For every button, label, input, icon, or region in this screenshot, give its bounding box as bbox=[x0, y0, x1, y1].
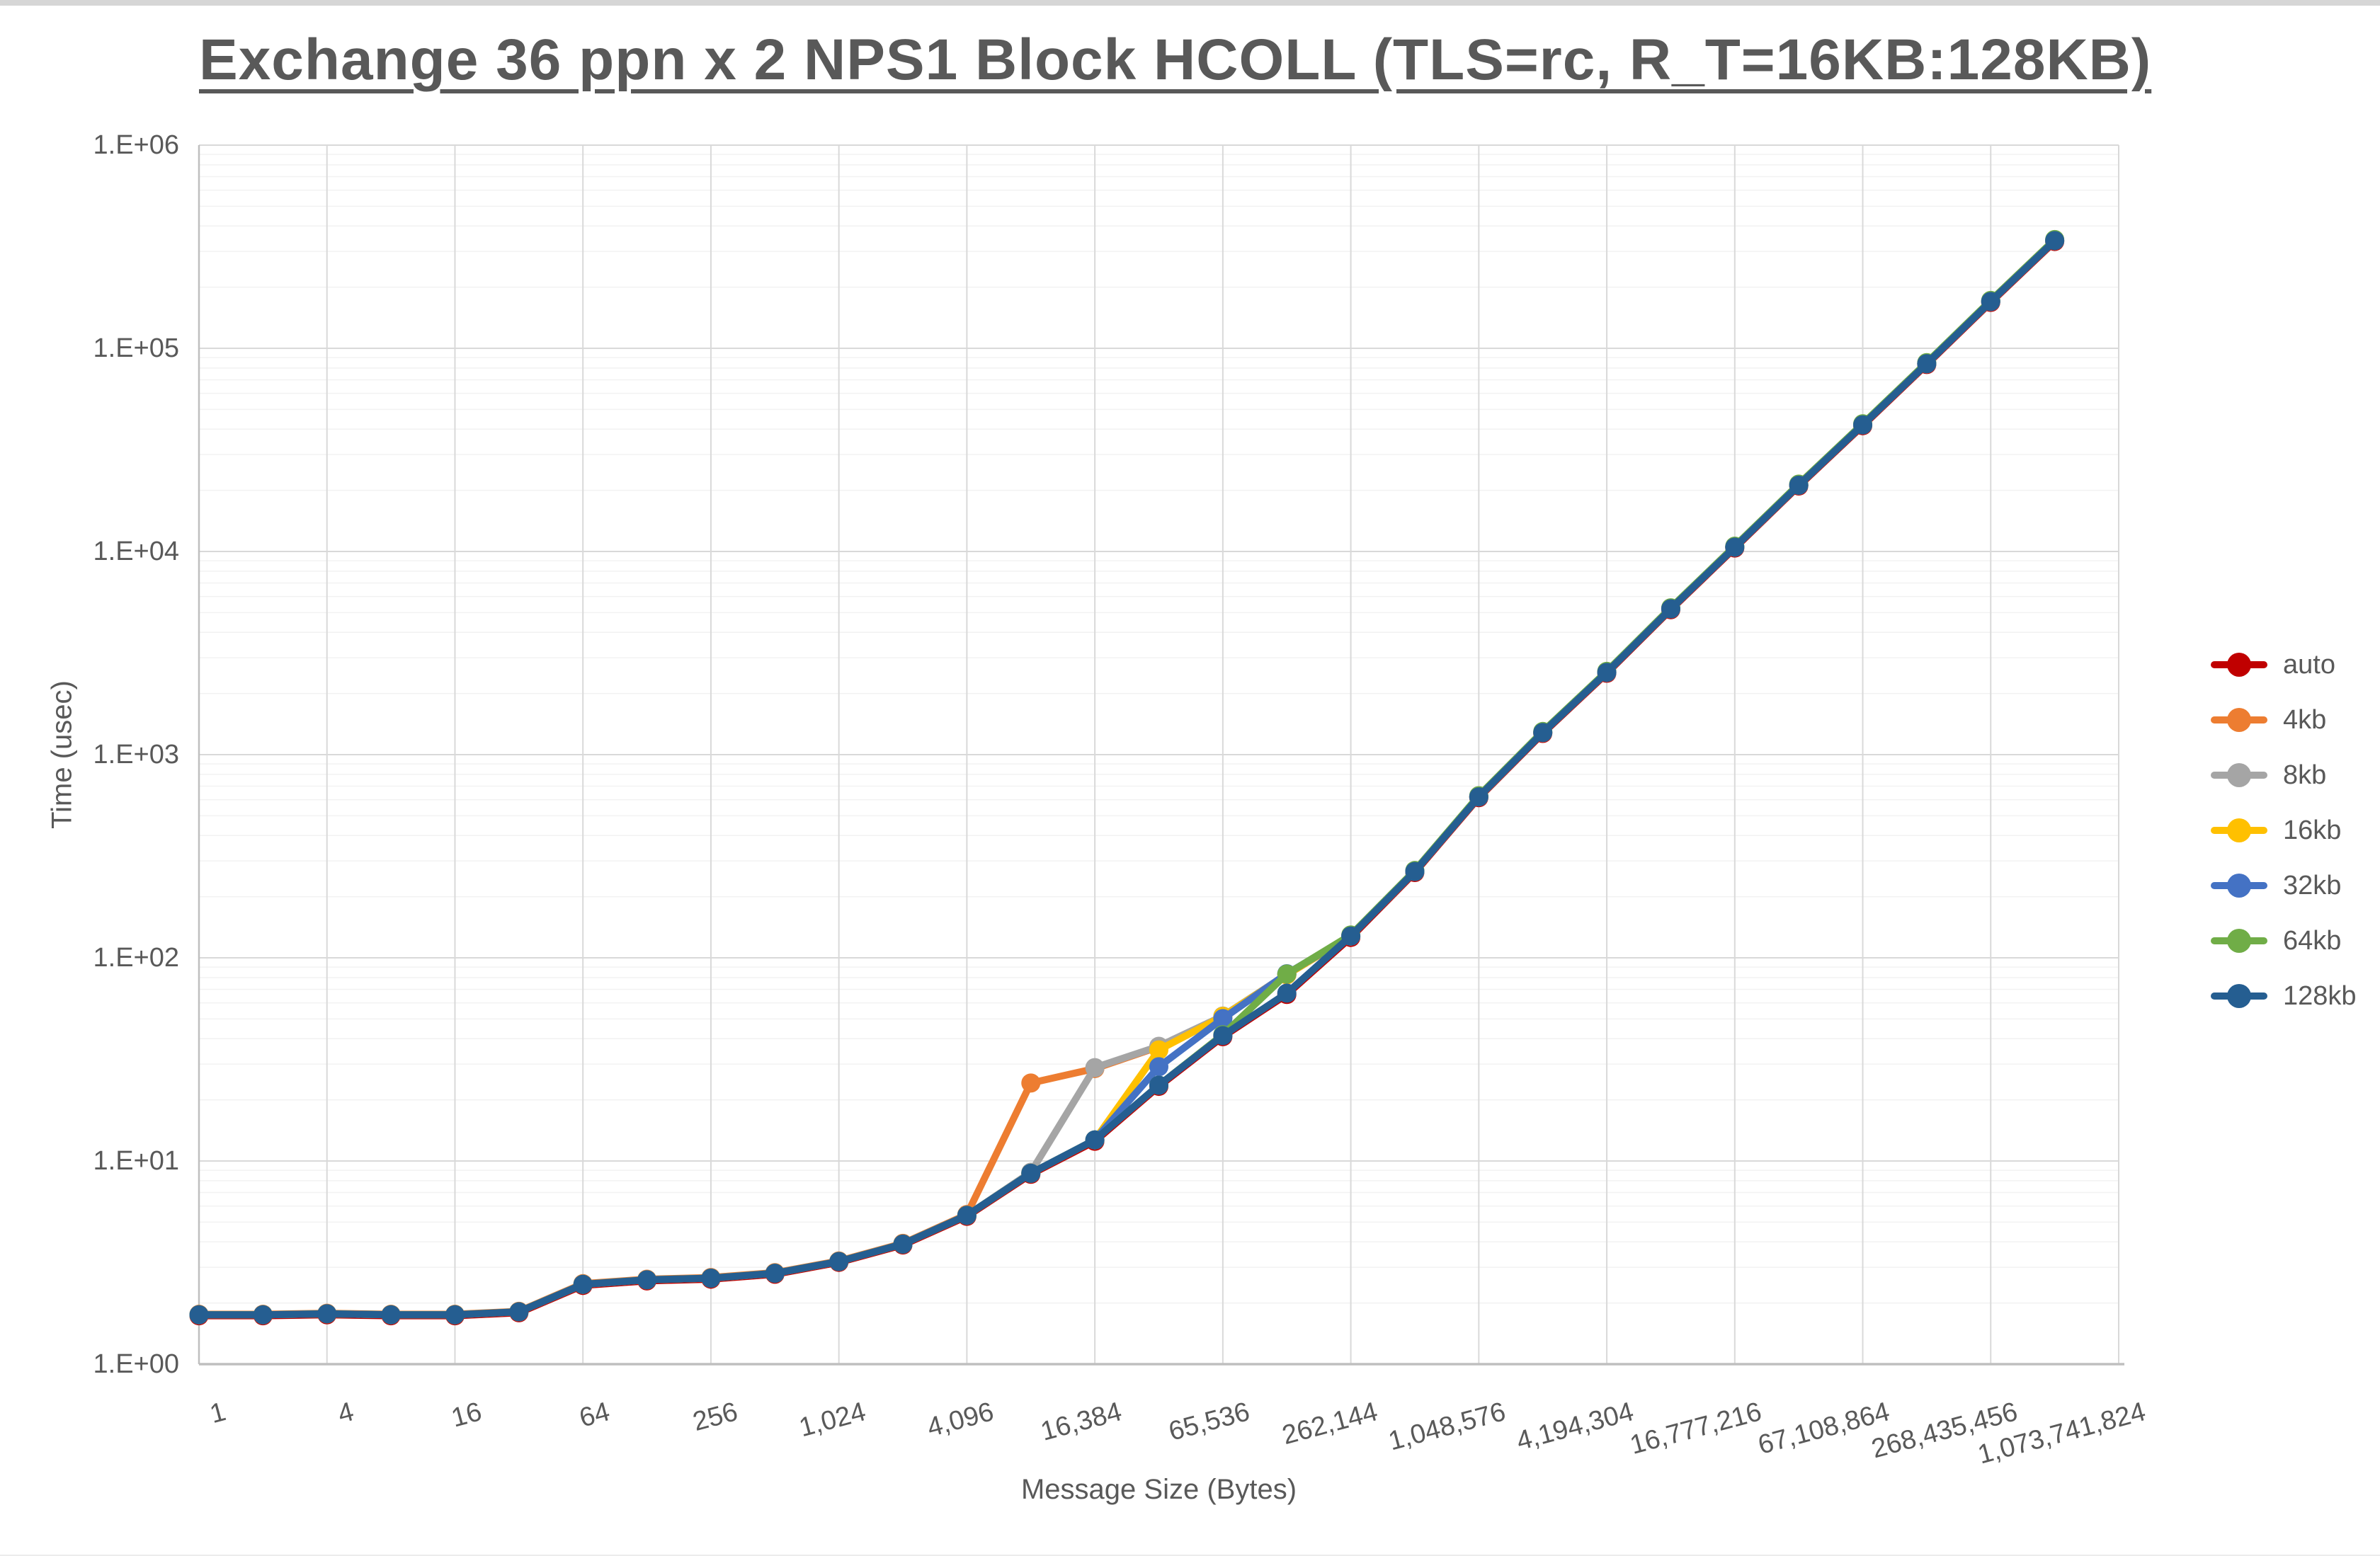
data-point-128kb bbox=[317, 1304, 337, 1324]
y-tick-label: 1.E+01 bbox=[93, 1146, 180, 1176]
data-point-128kb bbox=[1533, 723, 1553, 743]
data-point-128kb bbox=[2045, 231, 2065, 251]
x-tick-label: 65,536 bbox=[1166, 1397, 1253, 1447]
legend-item-4kb[interactable]: 4kb bbox=[2211, 692, 2379, 748]
y-tick-label: 1.E+02 bbox=[93, 943, 180, 973]
data-point-64kb bbox=[1277, 964, 1297, 984]
x-tick-label: 256 bbox=[690, 1397, 741, 1437]
y-tick-label: 1.E+03 bbox=[93, 740, 180, 770]
data-point-128kb bbox=[1341, 926, 1361, 946]
series-4kb bbox=[189, 231, 2065, 1325]
data-point-128kb bbox=[1021, 1163, 1041, 1183]
series-128kb bbox=[189, 231, 2065, 1325]
y-tick-labels: 1.E+00 1.E+01 1.E+02 1.E+03 1.E+04 1.E+05 1.E+… bbox=[93, 130, 180, 1379]
legend-dot-icon bbox=[2227, 929, 2251, 953]
legend-item-32kb[interactable]: 32kb bbox=[2211, 858, 2379, 913]
data-point-128kb bbox=[189, 1305, 209, 1325]
gridlines-major bbox=[199, 144, 2119, 1365]
data-point-128kb bbox=[1597, 663, 1617, 682]
legend-label: 8kb bbox=[2283, 760, 2327, 790]
legend-dot-icon bbox=[2227, 818, 2251, 842]
x-tick-label: 64 bbox=[576, 1397, 613, 1434]
data-point-128kb bbox=[1085, 1130, 1105, 1150]
data-point-128kb bbox=[1213, 1026, 1233, 1046]
data-point-4kb bbox=[1021, 1073, 1041, 1093]
x-tick-label: 1,048,576 bbox=[1385, 1397, 1508, 1456]
data-point-128kb bbox=[765, 1264, 785, 1283]
legend-label: 4kb bbox=[2283, 704, 2327, 735]
y-tick-label: 1.E+05 bbox=[93, 333, 180, 363]
gridlines-vertical bbox=[198, 145, 2119, 1364]
data-point-32kb bbox=[1149, 1057, 1168, 1077]
data-point-128kb bbox=[957, 1206, 977, 1225]
data-point-128kb bbox=[1469, 787, 1488, 807]
x-tick-label: 16 bbox=[448, 1397, 485, 1434]
data-point-128kb bbox=[445, 1305, 465, 1325]
legend-marker-icon bbox=[2211, 984, 2267, 1008]
legend-dot-icon bbox=[2227, 708, 2251, 732]
data-point-128kb bbox=[1725, 537, 1745, 557]
legend-marker-icon bbox=[2211, 874, 2267, 898]
legend-label: auto bbox=[2283, 649, 2335, 680]
x-tick-label: 16,777,216 bbox=[1627, 1397, 1765, 1460]
legend-item-auto[interactable]: auto bbox=[2211, 637, 2379, 692]
legend-dot-icon bbox=[2227, 763, 2251, 787]
legend-dot-icon bbox=[2227, 874, 2251, 898]
legend-marker-icon bbox=[2211, 929, 2267, 953]
data-point-128kb bbox=[381, 1305, 401, 1325]
x-tick-labels: 1 4 16 64 256 1,024 4,096 16,384 65,536 262,144 1,… bbox=[207, 1397, 2148, 1470]
data-point-128kb bbox=[1405, 862, 1425, 881]
legend-label: 16kb bbox=[2283, 815, 2342, 845]
legend-label: 64kb bbox=[2283, 925, 2342, 956]
data-point-128kb bbox=[1917, 354, 1937, 374]
data-point-128kb bbox=[1981, 292, 2000, 311]
data-point-128kb bbox=[637, 1270, 657, 1290]
x-tick-label: 1,024 bbox=[796, 1397, 869, 1443]
y-tick-label: 1.E+04 bbox=[93, 537, 180, 566]
data-point-128kb bbox=[1789, 475, 1809, 495]
legend-dot-icon bbox=[2227, 984, 2251, 1008]
x-tick-label: 4,096 bbox=[924, 1397, 997, 1443]
data-point-128kb bbox=[893, 1234, 913, 1254]
data-point-128kb bbox=[509, 1302, 529, 1322]
data-point-8kb bbox=[1085, 1058, 1105, 1077]
data-point-128kb bbox=[253, 1305, 273, 1325]
legend-marker-icon bbox=[2211, 818, 2267, 842]
x-axis-title: Message Size (Bytes) bbox=[1020, 1474, 1297, 1505]
legend-label: 32kb bbox=[2283, 870, 2342, 900]
data-point-128kb bbox=[1149, 1075, 1168, 1095]
chart-title: Exchange 36 ppn x 2 NPS1 Block HCOLL (TL… bbox=[199, 28, 2152, 92]
legend-label: 128kb bbox=[2283, 980, 2357, 1011]
data-point-128kb bbox=[573, 1274, 593, 1294]
data-point-16kb bbox=[1149, 1040, 1168, 1060]
x-tick-label: 4 bbox=[335, 1397, 357, 1429]
legend-marker-icon bbox=[2211, 653, 2267, 677]
y-tick-label: 1.E+06 bbox=[93, 130, 180, 160]
x-tick-label: 1 bbox=[207, 1397, 229, 1429]
legend-item-8kb[interactable]: 8kb bbox=[2211, 748, 2379, 803]
legend-marker-icon bbox=[2211, 708, 2267, 732]
x-tick-label: 262,144 bbox=[1279, 1397, 1381, 1451]
legend-item-16kb[interactable]: 16kb bbox=[2211, 803, 2379, 858]
data-point-128kb bbox=[701, 1269, 721, 1288]
gridlines-minor bbox=[199, 154, 2119, 1304]
series-64kb bbox=[189, 229, 2065, 1325]
chart-legend: auto 4kb 8kb 16kb 32kb 64kb 128kb bbox=[2211, 637, 2379, 1024]
legend-item-128kb[interactable]: 128kb bbox=[2211, 968, 2379, 1024]
x-tick-label: 4,194,304 bbox=[1513, 1397, 1636, 1456]
data-point-32kb bbox=[1213, 1009, 1233, 1029]
legend-item-64kb[interactable]: 64kb bbox=[2211, 913, 2379, 968]
legend-dot-icon bbox=[2227, 653, 2251, 677]
data-point-128kb bbox=[1661, 599, 1680, 619]
legend-marker-icon bbox=[2211, 763, 2267, 787]
data-point-128kb bbox=[1277, 983, 1297, 1003]
data-point-128kb bbox=[1853, 415, 1873, 435]
y-tick-label: 1.E+00 bbox=[93, 1349, 180, 1379]
data-point-128kb bbox=[829, 1252, 849, 1271]
x-tick-label: 16,384 bbox=[1037, 1397, 1124, 1447]
window-top-edge bbox=[0, 0, 2380, 6]
